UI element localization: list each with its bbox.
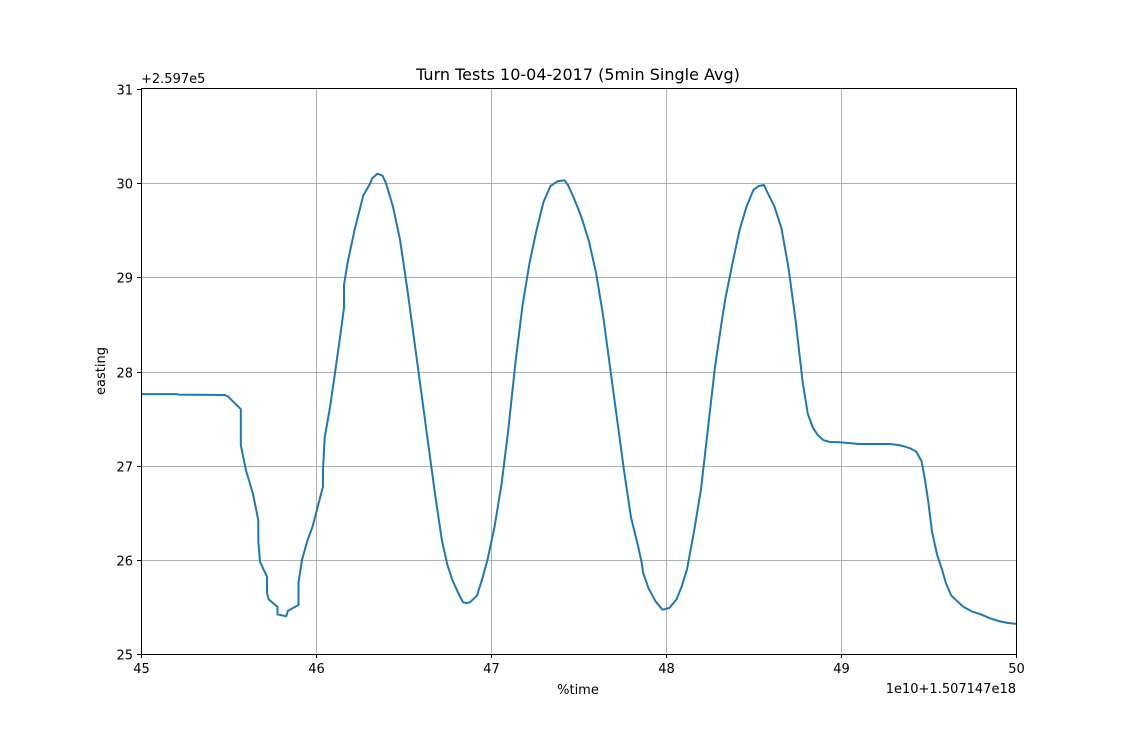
- series-line: [141, 172, 1017, 625]
- y-offset-label: +2.597e5: [141, 72, 205, 87]
- x-axis-label: %time: [557, 683, 599, 698]
- y-tick-label: 29: [116, 272, 133, 287]
- series-group: [141, 172, 1017, 625]
- y-tick-label: 25: [116, 649, 133, 664]
- plot-frame: [141, 88, 1017, 655]
- x-axis-ticks: 45 46 47 48 49 50: [133, 654, 1025, 677]
- y-tick-label: 27: [116, 461, 133, 476]
- y-tick-label: 30: [116, 178, 133, 193]
- y-axis-label: easting: [94, 347, 109, 395]
- x-tick-label: 49: [833, 662, 850, 677]
- y-tick-label: 28: [116, 367, 133, 382]
- x-tick-label: 47: [483, 662, 500, 677]
- y-tick-label: 31: [116, 84, 133, 99]
- grid-lines: [141, 89, 1016, 654]
- x-tick-label: 46: [308, 662, 325, 677]
- y-axis-ticks: 25 26 27 28 29 30 31: [116, 84, 141, 664]
- x-tick-label: 45: [133, 662, 150, 677]
- chart-title: Turn Tests 10-04-2017 (5min Single Avg): [415, 65, 740, 84]
- x-offset-label: 1e10+1.507147e18: [886, 682, 1016, 697]
- x-tick-label: 48: [658, 662, 675, 677]
- x-tick-label: 50: [1008, 662, 1025, 677]
- y-tick-label: 26: [116, 555, 133, 570]
